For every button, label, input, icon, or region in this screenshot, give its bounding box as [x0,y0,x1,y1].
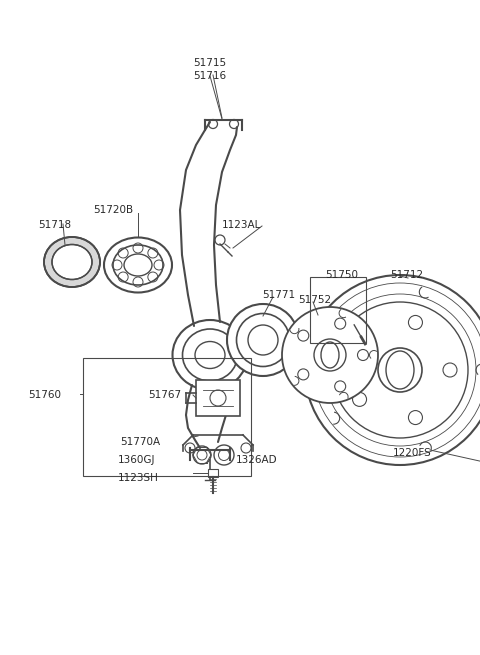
Text: 51767: 51767 [148,390,181,400]
Ellipse shape [52,244,92,280]
Text: 51771: 51771 [262,290,295,300]
Ellipse shape [104,238,172,293]
Text: 51752: 51752 [298,295,331,305]
Text: 51718: 51718 [38,220,71,230]
Bar [196,380,240,416]
Text: 51712: 51712 [390,270,423,280]
Bar [208,469,218,477]
Text: 1326AD: 1326AD [236,455,277,465]
Circle shape [282,307,378,403]
Text: 51716: 51716 [193,71,227,81]
Text: 1123AL: 1123AL [222,220,262,230]
Text: 1123SH: 1123SH [118,473,159,483]
Ellipse shape [44,237,100,287]
Text: 51760: 51760 [28,390,61,400]
Text: 51770A: 51770A [120,437,160,447]
Ellipse shape [172,320,248,390]
Text: 1360GJ: 1360GJ [118,455,156,465]
Text: 51715: 51715 [193,58,227,68]
Ellipse shape [227,304,299,376]
Circle shape [332,302,468,438]
Text: 1220FS: 1220FS [393,448,432,458]
Text: 51750: 51750 [325,270,358,280]
Bar [83,358,251,476]
Bar [310,277,366,343]
Circle shape [305,275,480,465]
Text: 51720B: 51720B [93,205,133,215]
